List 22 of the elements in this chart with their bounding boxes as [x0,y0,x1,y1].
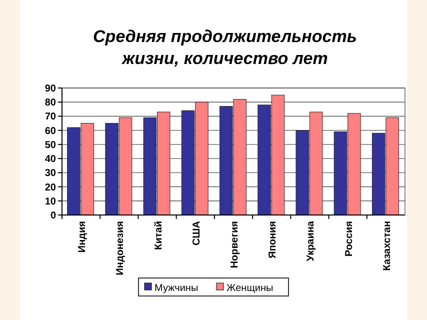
legend-label: Женщины [226,283,274,294]
x-tick-label: Россия [344,220,355,257]
x-tick-label: Украина [306,220,317,262]
x-tick-label: США [191,221,202,246]
x-tick-label: Индия [77,220,88,253]
y-tick-label: 30 [44,168,56,180]
x-tick-label: Казахстан [382,221,393,271]
y-tick-label: 70 [44,112,56,123]
x-tick-label: Япония [268,220,279,258]
y-tick-label: 20 [44,182,56,194]
y-tick-label: 80 [44,98,56,109]
x-tick-label: Китай [153,221,164,250]
chart-title: Средняя продолжительность жизни, количество лет [93,27,357,68]
x-tick-label: Индонезия [115,220,126,276]
y-tick-label: 90 [44,84,56,94]
x-tick-label: Норвегия [230,220,240,268]
y-tick-label: 10 [44,196,56,208]
y-tick-label: 40 [44,154,56,166]
y-tick-label: 50 [44,140,56,151]
y-tick-label: 0 [50,210,56,222]
y-tick-label: 60 [44,126,56,137]
legend-label: Мужчины [154,283,198,294]
